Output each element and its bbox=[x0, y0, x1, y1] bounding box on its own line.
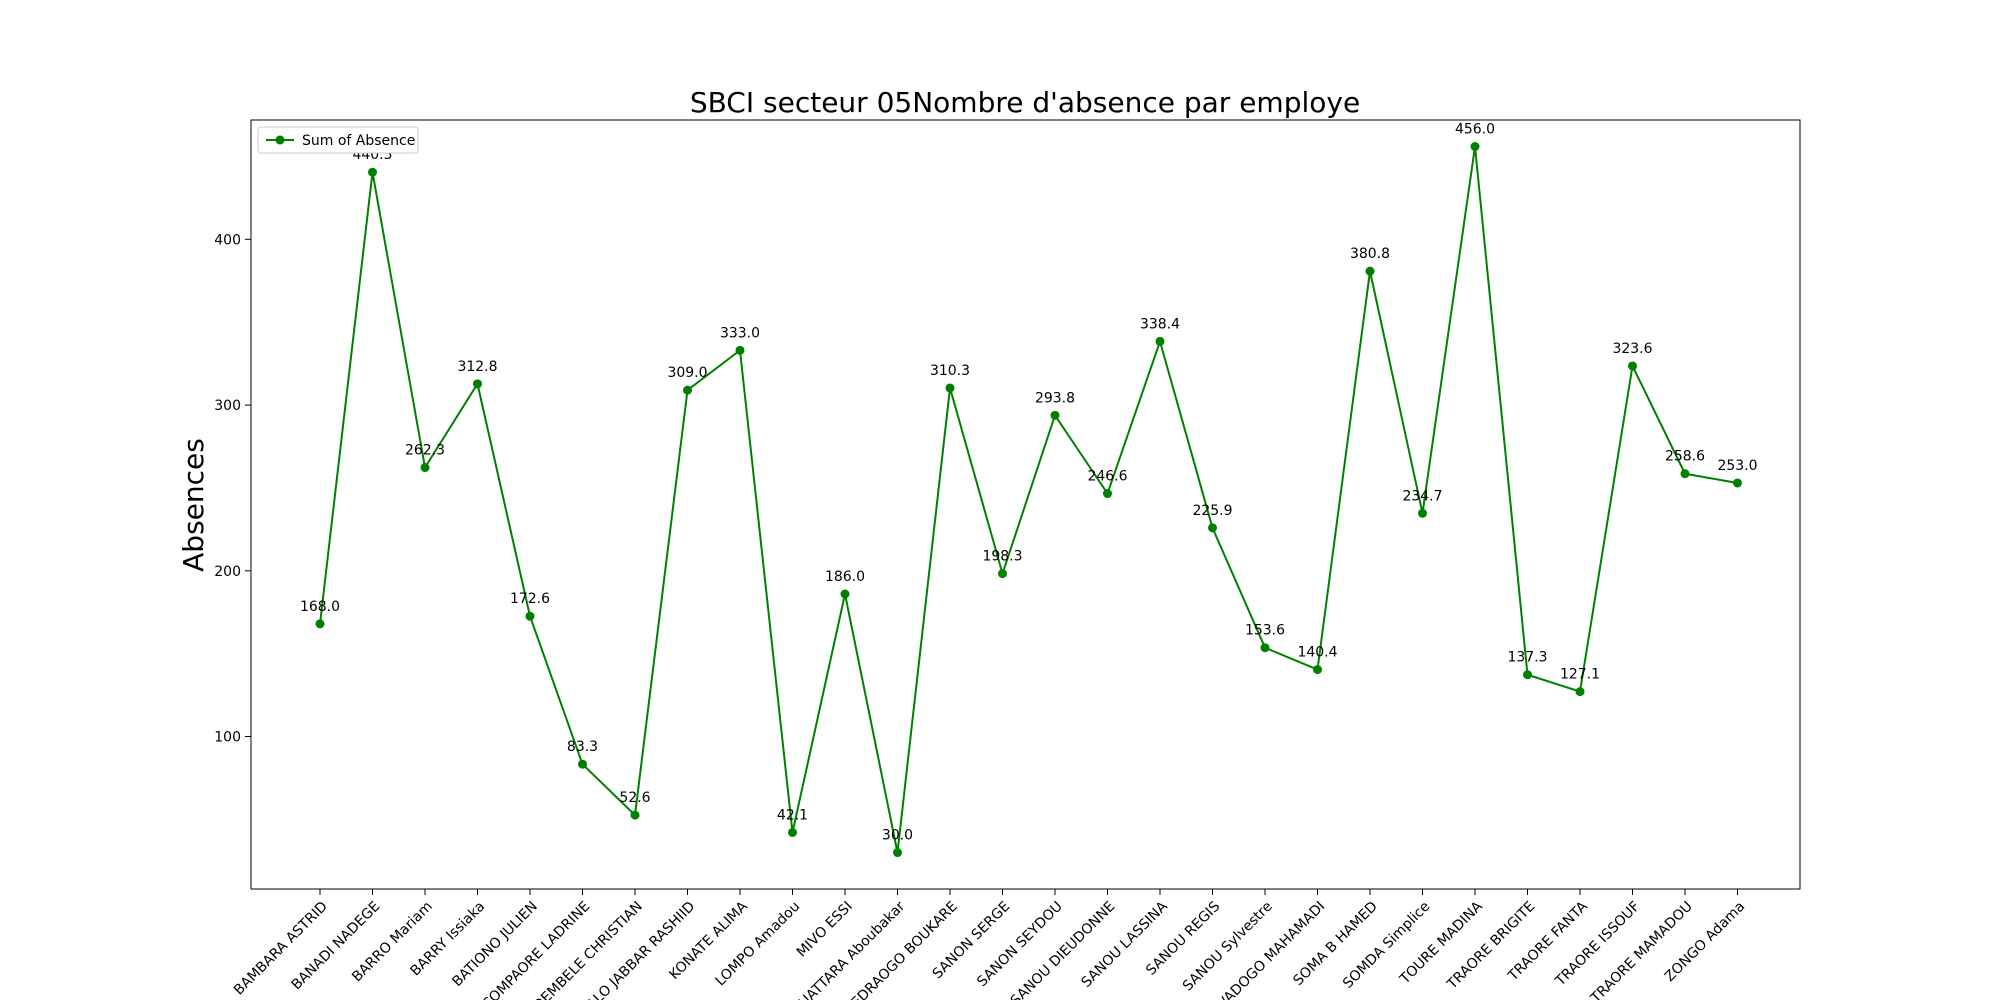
data-point bbox=[1733, 478, 1742, 488]
x-tick-label: BANADI NADEGE bbox=[289, 899, 384, 994]
data-point bbox=[683, 385, 692, 395]
chart-title: SBCI secteur 05Nombre d'absence par empl… bbox=[690, 86, 1360, 119]
data-label: 140.4 bbox=[1297, 645, 1337, 661]
data-label: 153.6 bbox=[1245, 623, 1285, 639]
data-point bbox=[945, 383, 955, 393]
data-label: 42.1 bbox=[777, 807, 808, 823]
data-point bbox=[1365, 266, 1375, 276]
data-label: 52.6 bbox=[619, 790, 650, 806]
data-label: 30.0 bbox=[882, 828, 913, 844]
y-tick-label: 300 bbox=[214, 398, 241, 414]
x-tick-label: SOMDA Simplice bbox=[1340, 899, 1433, 992]
data-label: 258.6 bbox=[1665, 449, 1705, 465]
data-label: 338.4 bbox=[1140, 316, 1180, 332]
legend: Sum of Absence bbox=[257, 126, 419, 154]
plot-frame bbox=[250, 119, 1801, 890]
data-label: 380.8 bbox=[1350, 246, 1390, 262]
data-point bbox=[473, 379, 482, 389]
legend-marker-icon bbox=[275, 135, 285, 145]
x-tick-label: TRAORE BRIGITE bbox=[1444, 899, 1539, 994]
data-point bbox=[1155, 336, 1165, 346]
x-tick-label: SANOU Sylvestre bbox=[1180, 899, 1276, 995]
series-markers bbox=[315, 142, 1742, 858]
y-axis-label: Absences bbox=[177, 438, 210, 572]
data-point bbox=[525, 611, 535, 621]
data-label: 198.3 bbox=[982, 549, 1022, 565]
data-point bbox=[578, 759, 587, 769]
data-point bbox=[788, 827, 797, 837]
data-label: 186.0 bbox=[825, 569, 865, 585]
data-label: 323.6 bbox=[1612, 341, 1652, 357]
data-point bbox=[893, 848, 902, 858]
y-tick-label: 100 bbox=[214, 730, 241, 746]
y-tick-label: 400 bbox=[214, 232, 241, 248]
data-label: 172.6 bbox=[510, 591, 550, 607]
data-label: 246.6 bbox=[1087, 469, 1127, 485]
y-axis-ticks: 100 200 300 400 bbox=[214, 232, 251, 746]
data-point bbox=[630, 810, 640, 820]
data-label: 456.0 bbox=[1455, 122, 1495, 138]
data-label: 262.3 bbox=[405, 443, 445, 459]
data-label: 253.0 bbox=[1717, 458, 1757, 474]
data-point bbox=[1523, 670, 1532, 680]
data-point bbox=[1208, 523, 1217, 533]
data-point bbox=[1260, 643, 1270, 653]
data-point bbox=[1313, 665, 1322, 675]
data-point bbox=[1628, 361, 1637, 371]
legend-box bbox=[257, 126, 419, 154]
series-line bbox=[319, 146, 1738, 853]
data-point bbox=[1470, 142, 1480, 152]
data-label: 137.3 bbox=[1507, 650, 1547, 666]
data-label: 293.8 bbox=[1035, 390, 1075, 406]
data-point bbox=[1050, 410, 1060, 420]
data-point bbox=[1103, 489, 1112, 499]
data-point bbox=[840, 589, 850, 599]
data-label: 312.8 bbox=[457, 359, 497, 375]
y-tick-label: 200 bbox=[214, 564, 241, 580]
data-label: 310.3 bbox=[930, 363, 970, 379]
data-point bbox=[368, 167, 377, 177]
data-point bbox=[1418, 508, 1427, 518]
data-point bbox=[420, 463, 430, 473]
data-label: 127.1 bbox=[1560, 667, 1600, 683]
data-point bbox=[315, 619, 325, 629]
data-label: 225.9 bbox=[1192, 503, 1232, 519]
data-point bbox=[1680, 469, 1690, 479]
data-labels: 168.0440.5262.3312.8172.683.352.6309.033… bbox=[300, 122, 1758, 844]
data-label: 333.0 bbox=[720, 325, 760, 341]
data-point bbox=[998, 569, 1007, 579]
legend-label: Sum of Absence bbox=[302, 133, 415, 149]
data-point bbox=[1575, 687, 1585, 697]
data-label: 168.0 bbox=[300, 599, 340, 615]
data-point bbox=[735, 345, 745, 355]
data-label: 309.0 bbox=[667, 365, 707, 381]
data-label: 83.3 bbox=[567, 739, 598, 755]
data-label: 234.7 bbox=[1402, 488, 1442, 504]
x-tick-label: BAMBARA ASTRID bbox=[231, 899, 331, 999]
